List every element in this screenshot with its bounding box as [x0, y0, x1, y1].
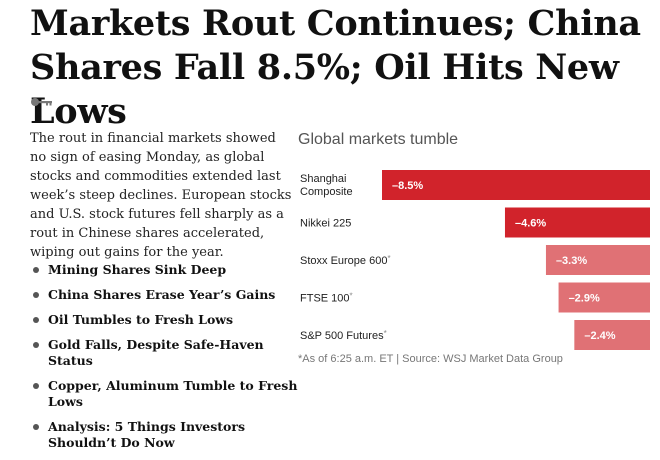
category-label: S&P 500 Futures*	[300, 329, 387, 342]
related-link[interactable]: Gold Falls, Despite Safe-Haven Status	[30, 337, 298, 369]
related-link-text[interactable]: Gold Falls, Despite Safe-Haven Status	[48, 337, 264, 368]
category-label: FTSE 100*	[300, 292, 353, 305]
bullet-dot	[33, 317, 39, 323]
related-link[interactable]: Mining Shares Sink Deep	[30, 262, 298, 278]
key-icon[interactable]	[30, 96, 54, 108]
related-link-text[interactable]: China Shares Erase Year’s Gains	[48, 287, 276, 302]
bar-2	[504, 207, 650, 238]
related-link[interactable]: Oil Tumbles to Fresh Lows	[30, 312, 298, 328]
related-link[interactable]: Analysis: 5 Things Investors Shouldn’t D…	[30, 419, 298, 451]
markets-bar-chart: –8.5% Shanghai Composite –4.6% Nikkei 225 –3.…	[300, 170, 650, 350]
related-link-text[interactable]: Copper, Aluminum Tumble to Fresh Lows	[48, 378, 298, 409]
related-link[interactable]: China Shares Erase Year’s Gains	[30, 287, 298, 303]
chart-source-note: *As of 6:25 a.m. ET | Source: WSJ Market…	[298, 353, 563, 365]
bullet-dot	[33, 342, 39, 348]
bar-value-label: –4.6%	[515, 218, 546, 230]
bar-5	[574, 320, 650, 350]
category-label: Shanghai Composite	[300, 173, 353, 198]
bar-3	[545, 245, 650, 275]
bullet-dot	[33, 424, 39, 430]
related-link[interactable]: Copper, Aluminum Tumble to Fresh Lows	[30, 378, 298, 410]
bar-value-label: –2.4%	[584, 330, 615, 342]
bar-4	[558, 282, 650, 313]
bar-1	[382, 170, 650, 200]
headline: Markets Rout Continues; China Shares Fal…	[30, 3, 641, 132]
article-summary: The rout in financial markets showed no …	[30, 131, 292, 260]
bullet-dot	[33, 292, 39, 298]
bar-value-label: –8.5%	[392, 180, 423, 192]
category-label: Nikkei 225	[300, 218, 351, 230]
bullet-dot	[33, 383, 39, 389]
bar-value-label: –3.3%	[556, 255, 587, 267]
related-link-text[interactable]: Mining Shares Sink Deep	[48, 262, 227, 277]
bullet-dot	[33, 267, 39, 273]
related-link-text[interactable]: Oil Tumbles to Fresh Lows	[48, 312, 234, 327]
bar-value-label: –2.9%	[569, 293, 600, 305]
related-link-text[interactable]: Analysis: 5 Things Investors Shouldn’t D…	[48, 419, 246, 450]
related-links-list: Mining Shares Sink Deep China Shares Era…	[30, 262, 298, 460]
category-label: Stoxx Europe 600*	[300, 254, 391, 267]
chart-title: Global markets tumble	[298, 131, 459, 148]
